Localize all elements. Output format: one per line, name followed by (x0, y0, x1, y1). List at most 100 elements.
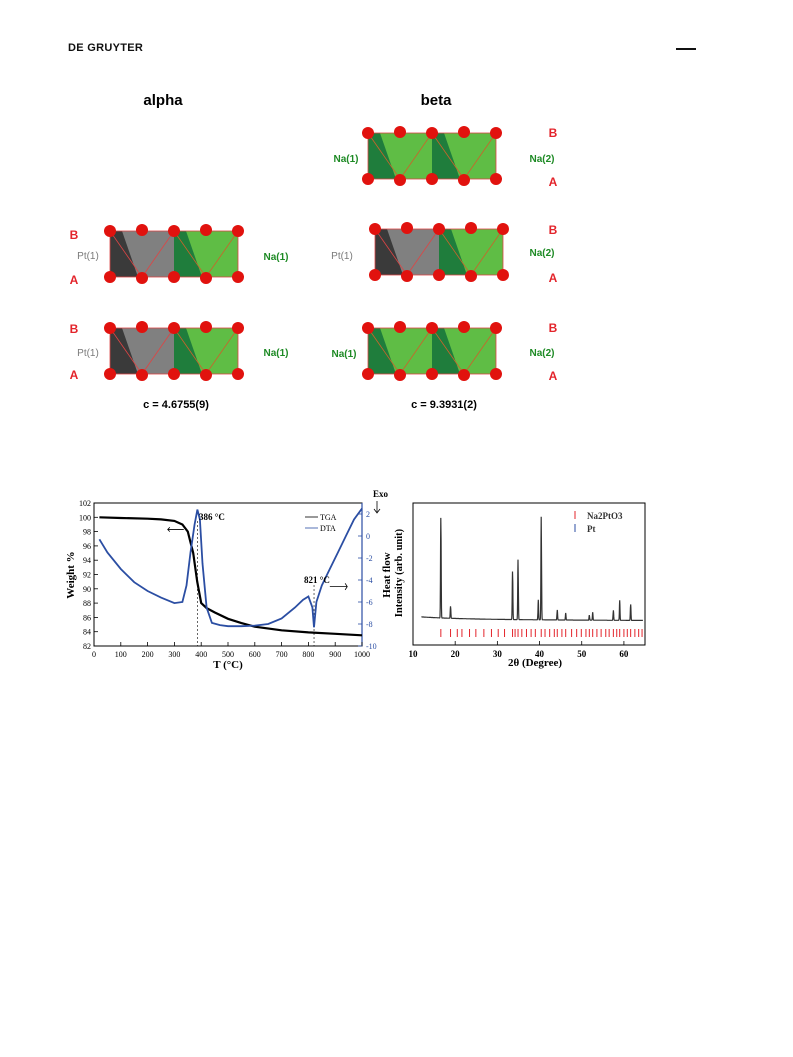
oxygen-atom (200, 224, 212, 236)
plot-frame (412, 502, 646, 646)
oxygen-atom (168, 322, 180, 334)
oxygen-atom (401, 222, 413, 234)
oxygen-atom (465, 222, 477, 234)
oxygen-atom (458, 369, 470, 381)
site-label-na1: Na(1) (263, 348, 288, 359)
layer-label-a: A (549, 175, 558, 189)
oxygen-atom (136, 224, 148, 236)
c-label-alpha: c = 4.6755(9) (143, 399, 209, 411)
panel-beta-title: beta (421, 92, 453, 109)
legend-label-tga: TGA (320, 513, 337, 522)
x-tick-label: 100 (115, 650, 127, 659)
oxygen-atom (104, 225, 116, 237)
y-tick-label: 96 (83, 542, 91, 551)
polyhedron-shadow (368, 133, 396, 179)
oxygen-atom (232, 368, 244, 380)
reference-ticks-na2pto3 (440, 629, 643, 637)
y2-axis-ticks: -10 -8 -6 -4 -2 0 2 (358, 510, 377, 651)
oxygen-atom (136, 369, 148, 381)
polyhedron-shadow (375, 229, 403, 275)
oxygen-atom (458, 174, 470, 186)
x-tick-label: 60 (619, 649, 629, 659)
oxygen-atom (168, 225, 180, 237)
layer-label-a: A (70, 273, 79, 287)
layer-label-b: B (549, 223, 558, 237)
annotation-exo: Exo (373, 489, 389, 499)
x-tick-label: 600 (249, 650, 261, 659)
x-tick-label: 400 (195, 650, 207, 659)
y-tick-label: 86 (83, 613, 91, 622)
site-label-na2: Na(2) (529, 154, 554, 165)
y-tick-label: 102 (79, 499, 91, 508)
y-tick-label: 88 (83, 599, 91, 608)
oxygen-atom (426, 127, 438, 139)
site-label-na1: Na(1) (263, 252, 288, 263)
x-tick-label: 10 (409, 649, 419, 659)
y2-axis-label: Heat flow (381, 552, 393, 598)
oxygen-atom (490, 368, 502, 380)
oxygen-atom (136, 272, 148, 284)
tga-axis-arrow (167, 527, 184, 532)
structure-figure: alpha beta Na(1) Na(2) B A B A Pt(1) Na(… (70, 92, 558, 411)
layer-label-a: A (549, 271, 558, 285)
x-axis-label: 2θ (Degree) (508, 657, 562, 669)
dta-axis-arrow (329, 583, 348, 591)
legend-label-dta: DTA (320, 524, 336, 533)
oxygen-atom (362, 368, 374, 380)
oxygen-atom (136, 321, 148, 333)
y-tick-label: 82 (83, 642, 91, 651)
x-tick-label: 900 (329, 650, 341, 659)
oxygen-atom (104, 368, 116, 380)
oxygen-atom (104, 322, 116, 334)
x-tick-label: 1000 (354, 650, 370, 659)
annotation-821: 821 °C (304, 575, 330, 585)
x-tick-label: 800 (302, 650, 314, 659)
oxygen-atom (168, 271, 180, 283)
x-tick-label: 500 (222, 650, 234, 659)
oxygen-atom (433, 223, 445, 235)
y-tick-label: 94 (83, 556, 91, 565)
layer-label-b: B (70, 322, 79, 336)
oxygen-atom (458, 126, 470, 138)
c-label-beta: c = 9.3931(2) (411, 399, 477, 411)
oxygen-atom (426, 322, 438, 334)
y-axis-ticks: 82 84 86 88 90 92 94 96 98 100 102 (79, 499, 98, 651)
oxygen-atom (104, 271, 116, 283)
series-line-xrd (421, 516, 643, 621)
series-line-tga (99, 516, 363, 637)
oxygen-atom (362, 127, 374, 139)
oxygen-atom (394, 321, 406, 333)
oxygen-atom (497, 269, 509, 281)
annotation-386: 386 °C (199, 512, 225, 522)
site-label-pt1: Pt(1) (331, 251, 353, 262)
oxygen-atom (200, 321, 212, 333)
layer-label-b: B (549, 126, 558, 140)
oxygen-atom (232, 322, 244, 334)
publisher-header: DE GRUYTER (68, 42, 144, 54)
layer-label-b: B (70, 228, 79, 242)
y2-tick-label: -4 (366, 576, 373, 585)
x-tick-label: 700 (276, 650, 288, 659)
y2-tick-label: 0 (366, 532, 370, 541)
oxygen-atom (369, 223, 381, 235)
y2-tick-label: -6 (366, 598, 373, 607)
oxygen-atom (433, 269, 445, 281)
x-tick-label: 0 (92, 650, 96, 659)
header-rule (676, 48, 696, 50)
y2-tick-label: -10 (366, 642, 377, 651)
oxygen-atom (490, 127, 502, 139)
polyhedron-shadow (368, 328, 396, 374)
polyhedron-shadow (174, 231, 202, 277)
exo-arrow-head (373, 508, 381, 514)
polyhedron-shadow (432, 328, 460, 374)
site-label-na1: Na(1) (333, 154, 358, 165)
oxygen-atom (458, 321, 470, 333)
oxygen-atom (401, 270, 413, 282)
x-tick-label: 50 (577, 649, 587, 659)
polyhedron-shadow (110, 231, 138, 277)
oxygen-atom (490, 173, 502, 185)
polyhedra-slabs (104, 126, 509, 381)
oxygen-atom (497, 223, 509, 235)
site-label-na2: Na(2) (529, 248, 554, 259)
